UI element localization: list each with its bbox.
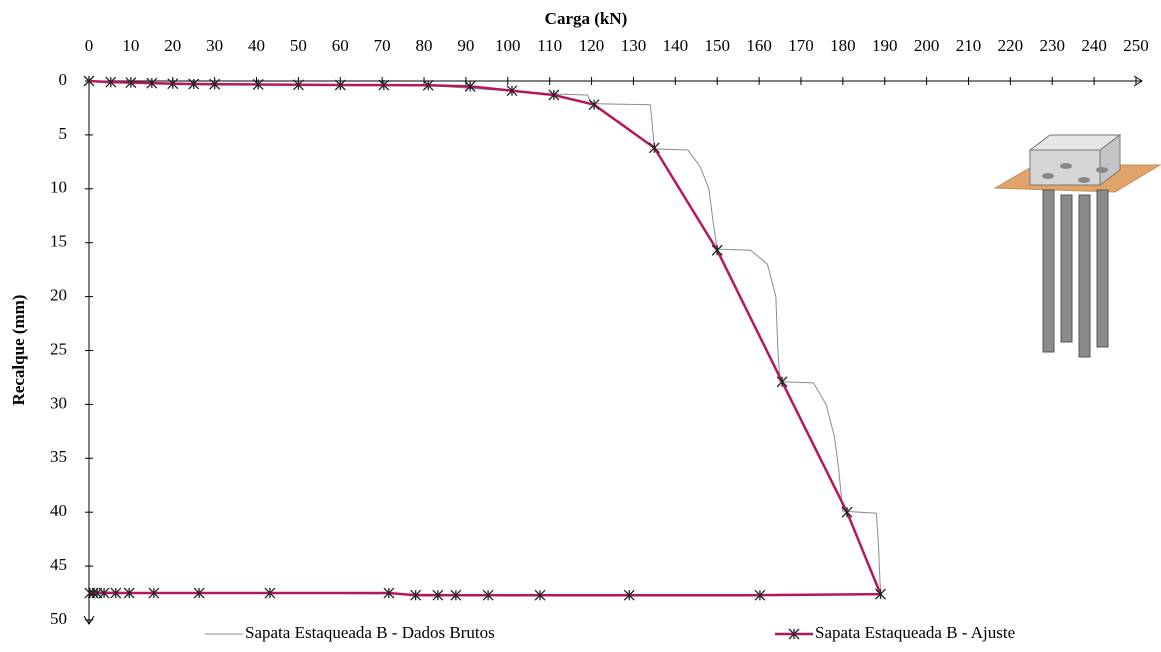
x-tick-label: 200 — [914, 36, 940, 55]
x-tick-label: 130 — [621, 36, 647, 55]
marker — [264, 587, 276, 599]
y-tick-label: 15 — [50, 232, 67, 251]
x-tick-label: 60 — [332, 36, 349, 55]
marker — [422, 79, 434, 91]
marker — [841, 506, 853, 518]
series-line — [88, 79, 883, 597]
legend-label: Sapata Estaqueada B - Ajuste — [815, 623, 1015, 642]
marker — [252, 78, 264, 90]
y-axis-arrow — [83, 615, 95, 625]
marker — [292, 79, 304, 91]
legend-label: Sapata Estaqueada B - Dados Brutos — [245, 623, 495, 642]
x-axis-arrow — [1133, 75, 1143, 87]
x-tick-label: 180 — [830, 36, 856, 55]
x-tick-label: 50 — [290, 36, 307, 55]
marker — [754, 589, 766, 601]
x-tick-label: 170 — [788, 36, 814, 55]
marker — [167, 78, 179, 90]
x-tick-label: 150 — [704, 36, 730, 55]
x-tick-label: 100 — [495, 36, 521, 55]
marker — [105, 76, 117, 88]
x-tick-label: 190 — [872, 36, 898, 55]
marker — [648, 142, 660, 154]
marker — [548, 89, 560, 101]
pile-cap-icon — [993, 134, 1161, 358]
marker — [188, 78, 200, 90]
marker — [588, 99, 600, 111]
marker — [482, 589, 494, 601]
marker — [464, 80, 476, 92]
y-tick-label: 20 — [50, 286, 67, 305]
x-tick-label: 0 — [85, 36, 94, 55]
marker — [146, 77, 158, 89]
x-tick-label: 30 — [206, 36, 223, 55]
x-tick-label: 120 — [579, 36, 605, 55]
x-tick-label: 250 — [1123, 36, 1149, 55]
y-tick-label: 0 — [59, 70, 68, 89]
marker — [875, 588, 886, 600]
x-tick-label: 220 — [998, 36, 1024, 55]
y-tick-label: 30 — [50, 393, 67, 412]
marker — [83, 75, 95, 87]
x-tick-label: 140 — [663, 36, 689, 55]
y-tick-label: 5 — [59, 124, 68, 143]
marker — [410, 589, 422, 601]
x-axis-label: Carga (kN) — [545, 9, 628, 28]
x-tick-label: 110 — [537, 36, 562, 55]
marker — [623, 589, 635, 601]
marker — [209, 78, 221, 90]
marker — [378, 79, 390, 91]
marker — [148, 587, 160, 599]
marker — [84, 587, 96, 599]
marker — [123, 587, 135, 599]
x-tick-label: 10 — [122, 36, 139, 55]
x-tick-label: 210 — [956, 36, 982, 55]
marker — [125, 77, 137, 89]
marker — [711, 244, 723, 256]
marker — [534, 589, 546, 601]
y-tick-label: 35 — [50, 447, 67, 466]
y-axis-label: Recalque (mm) — [9, 295, 28, 406]
y-tick-label: 40 — [50, 501, 67, 520]
marker — [506, 85, 518, 97]
legend-marker — [788, 628, 800, 640]
marker — [193, 587, 205, 599]
marker — [450, 589, 462, 601]
x-tick-label: 80 — [416, 36, 433, 55]
y-tick-label: 25 — [50, 339, 67, 358]
marker — [776, 376, 788, 388]
marker — [432, 589, 444, 601]
x-tick-label: 240 — [1081, 36, 1107, 55]
x-tick-label: 20 — [164, 36, 181, 55]
y-tick-label: 50 — [50, 609, 67, 628]
x-tick-label: 40 — [248, 36, 265, 55]
x-tick-label: 160 — [746, 36, 772, 55]
y-tick-label: 10 — [50, 178, 67, 197]
y-tick-label: 45 — [50, 555, 67, 574]
marker — [334, 79, 346, 91]
marker — [383, 587, 395, 599]
x-tick-label: 90 — [457, 36, 474, 55]
marker — [110, 587, 122, 599]
x-tick-label: 70 — [374, 36, 391, 55]
x-tick-label: 230 — [1039, 36, 1065, 55]
